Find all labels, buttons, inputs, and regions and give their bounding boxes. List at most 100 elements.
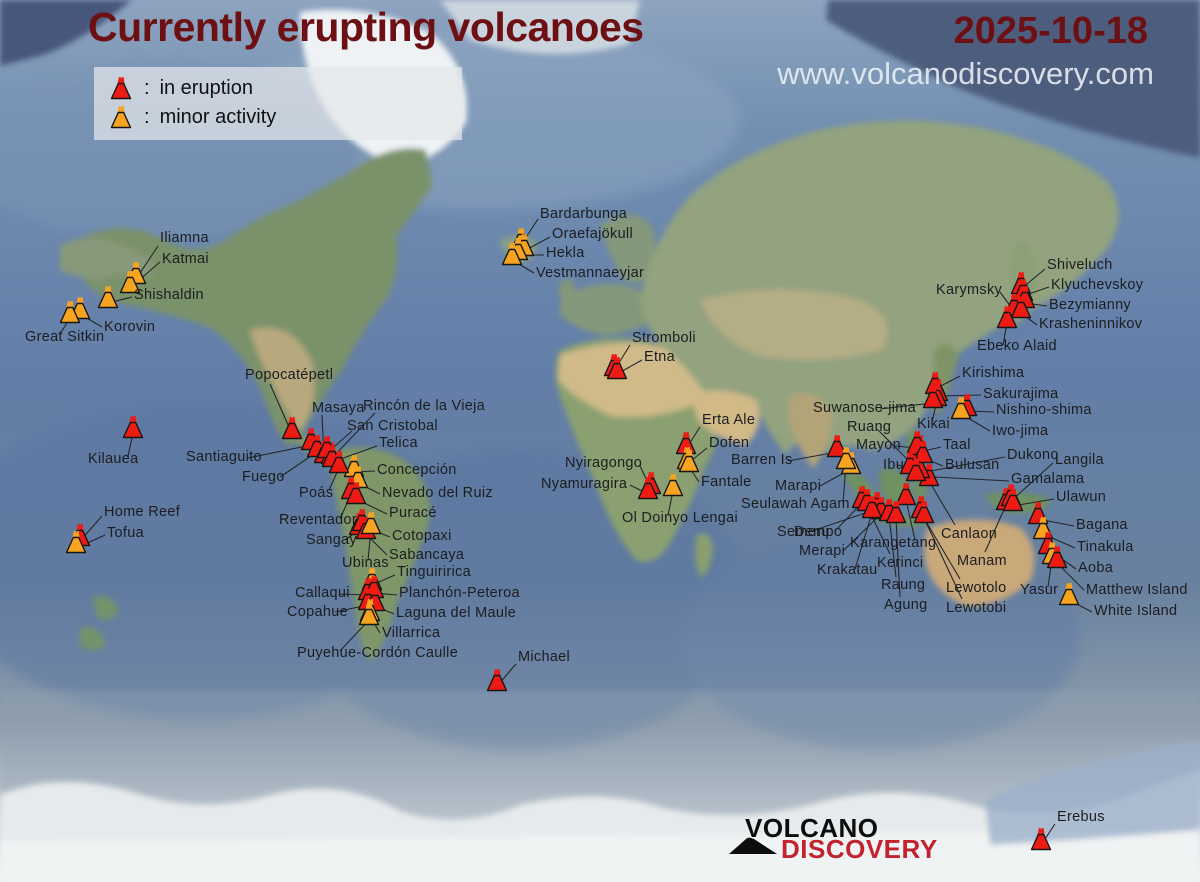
volcano-label-white-island: White Island <box>1094 603 1178 619</box>
volcano-label-fuego: Fuego <box>242 469 285 485</box>
volcano-label-ubinas: Ubinas <box>342 555 389 571</box>
leader-line-merapi <box>842 513 882 552</box>
volcano-label-po-s: Poás <box>299 485 334 501</box>
leader-line-marapi <box>819 468 852 487</box>
volcano-label-dempo: Dempo <box>794 524 843 540</box>
leader-line-fuego <box>279 451 318 478</box>
leader-line-barren-is <box>787 451 838 462</box>
leader-line-sakurajima <box>937 394 982 397</box>
volcano-label-shiveluch: Shiveluch <box>1047 257 1113 273</box>
leader-line-nyamuragira <box>629 484 649 495</box>
volcano-label-callaqui: Callaqui <box>295 585 350 601</box>
volcano-label-purac: Puracé <box>389 505 437 521</box>
volcano-label-masaya: Masaya <box>312 400 365 416</box>
leader-line-concepci-n <box>353 470 376 473</box>
volcano-label-concepci-n: Concepción <box>377 462 457 478</box>
leader-line-santiaguito <box>247 444 312 459</box>
leader-line-gamalama <box>915 475 1010 482</box>
leader-line-tinguiririca <box>371 574 396 586</box>
leader-line-cotopaxi <box>361 525 391 538</box>
leader-line-krasheninnikov <box>1020 312 1038 326</box>
volcano-label-fantale: Fantale <box>701 474 752 490</box>
legend-row-minor: : minor activity <box>108 102 462 132</box>
leader-line-etna <box>616 359 643 375</box>
volcano-label-agung: Agung <box>884 597 928 613</box>
leader-line-dofen <box>686 447 708 465</box>
volcano-label-krakatau: Krakatau <box>817 562 878 578</box>
leader-line-canlaon <box>928 480 956 526</box>
volcano-label-reventador: Reventador <box>279 512 357 528</box>
leader-line-ulawun <box>1012 498 1055 507</box>
volcano-label-dofen: Dofen <box>709 435 750 451</box>
leader-line-lewotolo <box>920 512 961 580</box>
leader-line-karymsky <box>999 291 1015 312</box>
volcano-label-ebeko-alaid: Ebeko Alaid <box>977 338 1057 354</box>
logo-volcano-icon <box>729 837 777 854</box>
volcano-label-etna: Etna <box>644 349 676 365</box>
legend-eruption-label: in eruption <box>159 77 253 99</box>
volcano-label-sangay: Sangay <box>306 532 357 548</box>
volcano-label-oraefaj-kull: Oraefajökull <box>552 226 633 242</box>
legend-row-eruption: : in eruption <box>108 73 462 103</box>
volcano-label-tofua: Tofua <box>107 525 144 541</box>
volcano-label-taal: Taal <box>943 437 971 453</box>
volcano-label-tinakula: Tinakula <box>1077 539 1134 555</box>
legend-minor-label: minor activity <box>159 106 277 128</box>
leader-line-stromboli <box>613 344 631 372</box>
volcano-label-tinguiririca: Tinguiririca <box>397 564 471 580</box>
volcano-label-sakurajima: Sakurajima <box>983 386 1059 402</box>
logo-text-volcano: VOLCANO <box>745 813 879 843</box>
leader-line-planch-n-peteroa <box>373 592 398 596</box>
leader-line-karangetang <box>905 499 916 541</box>
legend-separator: : <box>144 77 150 99</box>
leader-line-iliamna <box>135 245 159 280</box>
volcano-label-raung: Raung <box>881 577 926 593</box>
volcano-label-nevado-del-ruiz: Nevado del Ruiz <box>382 485 493 501</box>
volcano-label-bagana: Bagana <box>1076 517 1128 533</box>
volcano-label-bulusan: Bulusan <box>945 457 1000 473</box>
volcano-label-planch-n-peteroa: Planchón-Peteroa <box>399 585 520 601</box>
leader-line-manam <box>984 504 1007 553</box>
volcano-label-michael: Michael <box>518 649 571 665</box>
eruption-volcano-icon <box>108 73 134 100</box>
volcano-label-telica: Telica <box>379 435 418 451</box>
volcano-label-san-cristobal: San Cristobal <box>347 418 438 434</box>
volcano-label-vestmannaeyjar: Vestmannaeyjar <box>536 265 645 281</box>
leader-line-bulusan <box>922 457 944 467</box>
volcano-label-klyuchevskoy: Klyuchevskoy <box>1051 277 1144 293</box>
volcano-label-korovin: Korovin <box>104 319 156 335</box>
leader-line-erebus <box>1040 823 1056 846</box>
volcano-label-bezymianny: Bezymianny <box>1049 297 1131 313</box>
volcano-label-ulawun: Ulawun <box>1056 489 1107 505</box>
leader-line-taal <box>919 446 942 453</box>
legend: : in eruption : minor activity <box>94 67 462 140</box>
volcano-label-lewotobi: Lewotobi <box>946 600 1007 616</box>
leader-line-laguna-del-maule <box>374 605 395 615</box>
volcano-label-katmai: Katmai <box>162 251 209 267</box>
volcano-label-erebus: Erebus <box>1057 809 1105 825</box>
volcano-label-erta-ale: Erta Ale <box>702 412 756 428</box>
volcano-label-nishino-shima: Nishino-shima <box>996 402 1092 418</box>
leader-line-purac <box>355 498 388 515</box>
leader-line-bezymianny <box>1024 302 1048 307</box>
volcano-label-ruang: Ruang <box>847 419 892 435</box>
minor-activity-volcano-icon <box>108 102 134 129</box>
leader-line-villarrica <box>369 615 381 634</box>
leader-line-iwo-jima <box>960 413 991 432</box>
volcano-label-shishaldin: Shishaldin <box>134 287 204 303</box>
volcano-label-karangetang: Karangetang <box>850 535 937 551</box>
volcano-label-stromboli: Stromboli <box>632 330 696 346</box>
volcano-label-kilauea: Kilauea <box>88 451 139 467</box>
volcano-label-ol-doinyo-lengai: Ol Doinyo Lengai <box>622 510 739 526</box>
volcano-label-cotopaxi: Cotopaxi <box>392 528 452 544</box>
volcano-label-krasheninnikov: Krasheninnikov <box>1039 316 1143 332</box>
volcano-label-karymsky: Karymsky <box>936 282 1003 298</box>
volcano-label-villarrica: Villarrica <box>382 625 441 641</box>
volcano-label-santiaguito: Santiaguito <box>186 449 262 465</box>
leader-line-shishaldin <box>107 296 133 304</box>
volcano-label-barren-is: Barren Is <box>731 452 793 468</box>
leader-line-nishino-shima <box>966 410 995 413</box>
volcano-label-canlaon: Canlaon <box>941 526 998 542</box>
volcano-label-merapi: Merapi <box>799 543 846 559</box>
volcano-label-rinc-n-de-la-vieja: Rincón de la Vieja <box>363 398 486 414</box>
